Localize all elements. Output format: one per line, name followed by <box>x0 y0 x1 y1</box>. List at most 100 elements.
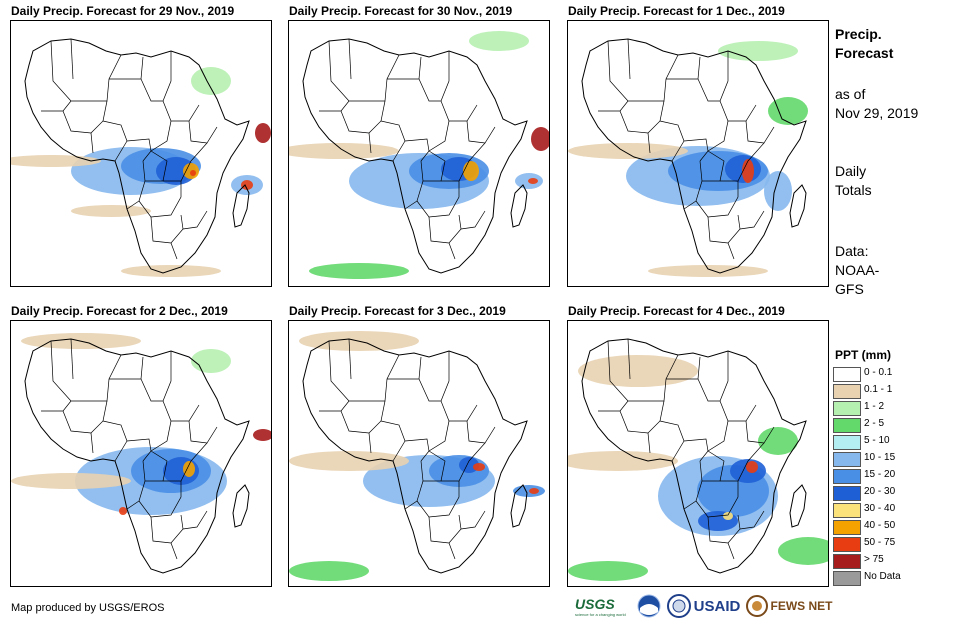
country-border <box>340 400 386 434</box>
country-border <box>150 214 184 244</box>
precip-area <box>253 429 271 441</box>
legend-item: 1 - 2 <box>833 399 943 416</box>
legend-swatch <box>833 537 861 552</box>
precip-area <box>255 123 271 143</box>
legend-label: 10 - 15 <box>864 452 896 463</box>
precip-area <box>718 41 798 61</box>
map-panel-1 <box>10 20 272 287</box>
africa-precip-map <box>11 333 271 574</box>
precip-area <box>746 461 758 473</box>
country-border <box>739 210 765 230</box>
country-border <box>319 400 350 412</box>
asof-date: Nov 29, 2019 <box>835 105 919 121</box>
country-border <box>659 420 685 462</box>
legend-item: 0 - 0.1 <box>833 365 943 382</box>
country-border <box>109 356 144 380</box>
legend-label: 50 - 75 <box>864 537 896 548</box>
precip-area <box>778 537 828 565</box>
side-data-source: Data: NOAA- GFS <box>835 242 879 299</box>
country-border <box>404 438 430 452</box>
country-border <box>319 100 350 112</box>
precip-area <box>289 561 369 581</box>
precip-area <box>119 507 127 515</box>
logo-strip: USGS science for a changing world USAID … <box>575 593 835 621</box>
country-border <box>91 354 122 402</box>
country-border <box>428 214 462 244</box>
precip-area <box>309 263 409 279</box>
usaid-seal-icon <box>667 593 691 619</box>
country-border <box>695 480 739 518</box>
precip-area <box>463 161 479 181</box>
africa-coastline <box>302 338 528 574</box>
country-border <box>62 100 108 134</box>
country-border <box>162 100 200 122</box>
africa-precip-map <box>568 338 828 581</box>
precip-area <box>764 171 792 211</box>
country-border <box>598 100 629 112</box>
precip-area <box>568 561 648 581</box>
country-border <box>739 510 765 530</box>
precip-area <box>156 157 196 185</box>
country-border <box>647 432 651 454</box>
country-border <box>719 400 757 422</box>
country-border <box>659 120 685 162</box>
country-border <box>102 120 128 162</box>
legend-swatch <box>833 503 861 518</box>
legend-label: 1 - 2 <box>864 401 885 412</box>
africa-precip-map <box>568 38 808 277</box>
map-credit: Map produced by USGS/EROS <box>11 602 165 614</box>
legend-swatch <box>833 469 861 484</box>
country-border <box>683 200 697 210</box>
country-border <box>142 120 172 162</box>
country-border <box>745 120 775 144</box>
precip-area <box>241 180 253 190</box>
country-border <box>348 338 352 380</box>
country-border <box>368 132 372 154</box>
usgs-wordmark: USGS <box>575 595 615 612</box>
legend-label: 40 - 50 <box>864 520 896 531</box>
country-border <box>695 180 739 218</box>
country-border <box>387 356 422 380</box>
country-border <box>138 480 182 518</box>
country-border <box>70 338 74 380</box>
country-border <box>170 242 178 260</box>
africa-precip-map <box>289 331 545 581</box>
map-panel-5 <box>288 320 550 587</box>
country-border <box>369 354 400 402</box>
country-border <box>50 340 91 402</box>
noaa-emblem-icon <box>637 594 661 618</box>
country-border <box>699 120 729 162</box>
usgs-tagline: science for a changing world <box>575 611 626 617</box>
africa-coastline <box>24 338 250 574</box>
country-border <box>720 442 765 482</box>
asof-line-1: as of <box>835 86 866 102</box>
precip-area <box>648 265 768 277</box>
country-border <box>62 400 108 434</box>
precip-area <box>529 488 539 494</box>
legend-swatch <box>833 520 861 535</box>
madagascar-outline <box>232 484 250 528</box>
precip-area <box>11 473 131 489</box>
country-border <box>697 51 729 102</box>
precip-area <box>121 265 221 277</box>
data-line-3: GFS <box>835 281 864 297</box>
country-border <box>328 340 369 402</box>
country-border <box>699 420 729 462</box>
legend-item: 50 - 75 <box>833 535 943 552</box>
country-border <box>420 120 450 162</box>
country-border <box>428 514 462 544</box>
legend-swatch <box>833 486 861 501</box>
precip-area <box>742 159 754 183</box>
country-border <box>182 510 208 530</box>
legend-label: 20 - 30 <box>864 486 896 497</box>
legend-label: 30 - 40 <box>864 503 896 514</box>
precip-area <box>71 205 151 217</box>
country-border <box>416 180 460 218</box>
country-border <box>150 514 184 544</box>
precip-area <box>528 178 538 184</box>
country-border <box>607 40 648 102</box>
madagascar-outline <box>789 484 807 528</box>
madagascar-outline <box>232 184 250 228</box>
legend-label: 2 - 5 <box>864 418 885 429</box>
panel-title-6: Daily Precip. Forecast for 4 Dec., 2019 <box>568 304 785 318</box>
